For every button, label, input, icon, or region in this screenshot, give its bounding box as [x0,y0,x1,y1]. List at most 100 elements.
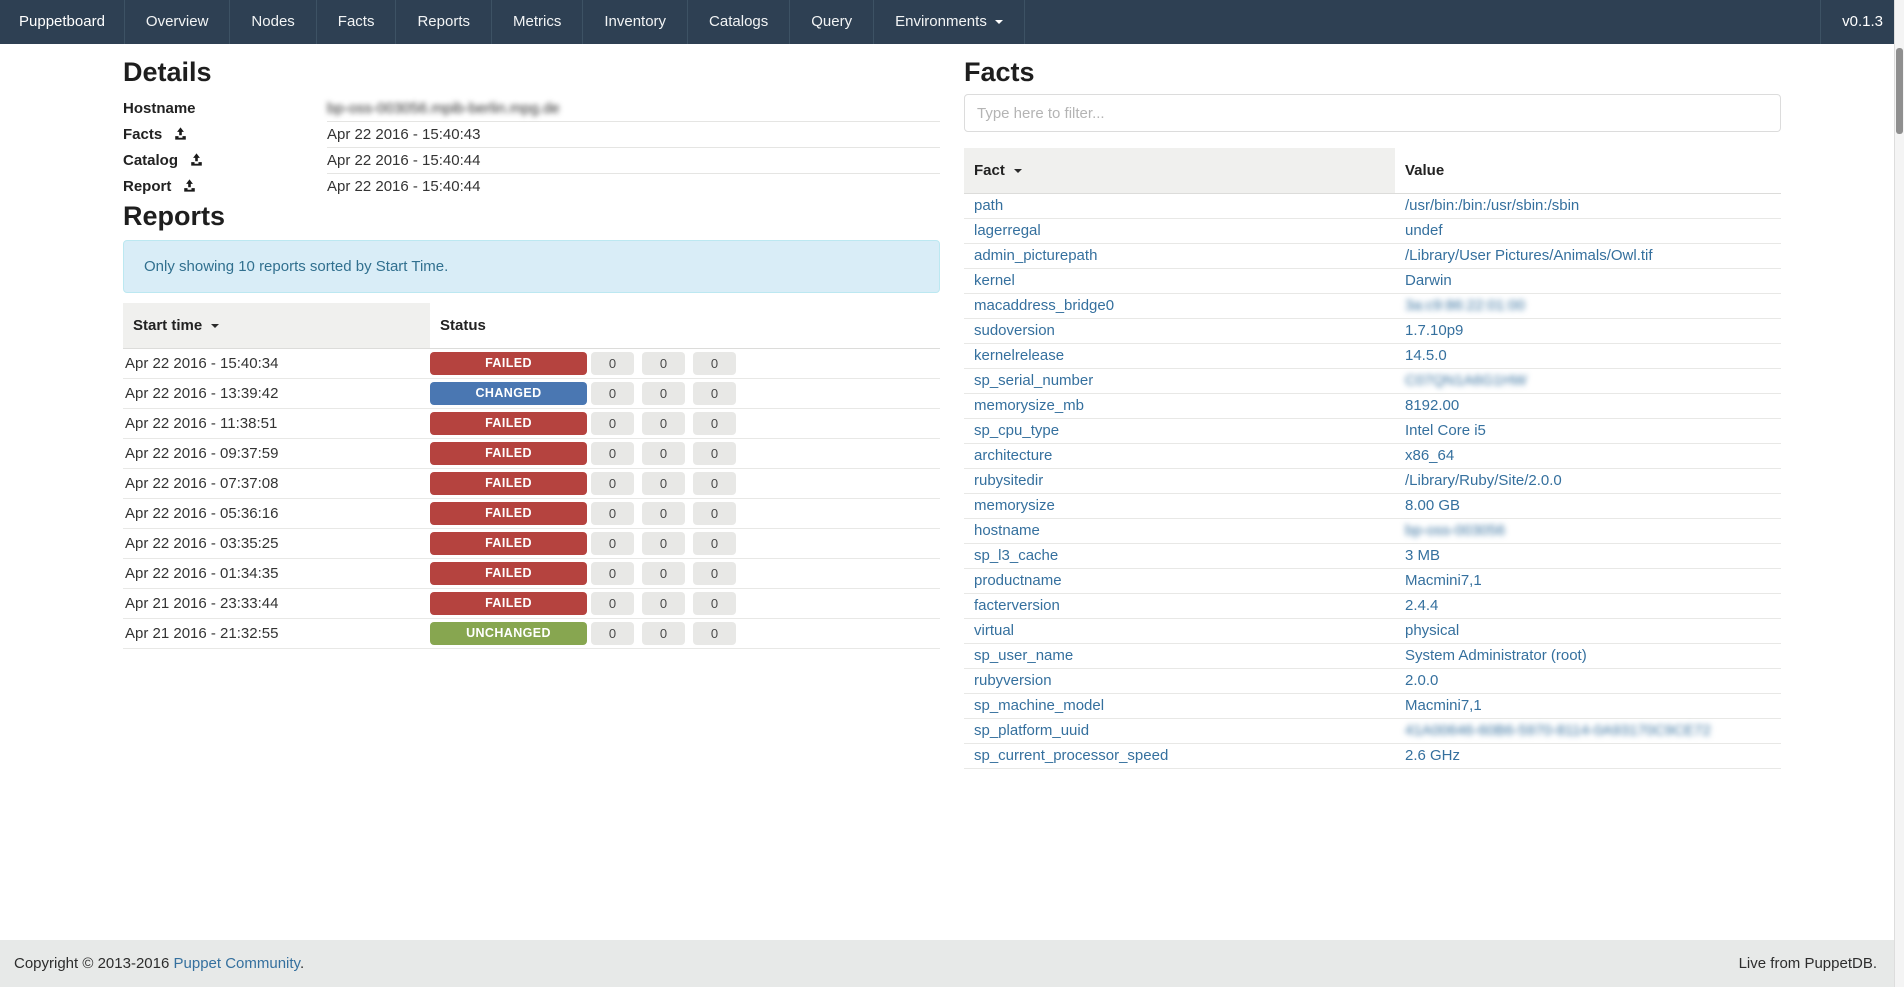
fact-name-link[interactable]: sp_serial_number [974,372,1094,389]
fact-value-link[interactable]: 3 MB [1405,547,1441,564]
scrollbar-track[interactable] [1894,0,1904,987]
report-count: 0 [693,412,736,435]
fact-value-link[interactable]: 1.7.10p9 [1405,322,1464,339]
fact-name-link[interactable]: kernelrelease [974,347,1065,364]
fact-value-link[interactable]: 8.00 GB [1405,497,1461,514]
copyright-text: Copyright © 2013-2016 Puppet Community. [14,955,305,972]
report-row: Apr 21 2016 - 21:32:55 UNCHANGED 0 0 0 [123,618,940,649]
fact-value-link[interactable]: physical [1405,622,1460,639]
report-count: 0 [591,382,634,405]
version-label: v0.1.3 [1820,0,1904,44]
details-label: Report [123,177,172,195]
fact-row: sp_l3_cache 3 MB [964,543,1781,569]
report-status-badge: FAILED [430,472,587,495]
fact-name-link[interactable]: productname [974,572,1062,589]
fact-name-link[interactable]: sp_user_name [974,647,1074,664]
report-count: 0 [693,472,736,495]
fact-name-link[interactable]: facterversion [974,597,1060,614]
details-table: Hostname bp-oss-003056.mpib-berlin.mpg.d… [123,96,940,199]
fact-name-link[interactable]: virtual [974,622,1015,639]
fact-row: sp_serial_number C07QN1A6G1HW [964,368,1781,394]
report-status-badge: FAILED [430,562,587,585]
nav-item-inventory[interactable]: Inventory [582,0,687,44]
nav-item-reports[interactable]: Reports [395,0,491,44]
fact-name-link[interactable]: sp_l3_cache [974,547,1059,564]
report-start-time: Apr 22 2016 - 09:37:59 [123,438,430,469]
fact-name-link[interactable]: kernel [974,272,1015,289]
fact-value-link[interactable]: Intel Core i5 [1405,422,1486,439]
facts-column-fact[interactable]: Fact [964,148,1395,194]
nav-item-label: Catalogs [709,13,769,30]
reports-column-start-time[interactable]: Start time [123,303,430,349]
puppet-community-link[interactable]: Puppet Community [173,955,300,972]
scrollbar-thumb[interactable] [1896,48,1903,134]
fact-value-link[interactable]: x86_64 [1405,447,1455,464]
fact-name-link[interactable]: sp_cpu_type [974,422,1060,439]
nav-item-metrics[interactable]: Metrics [491,0,582,44]
reports-info-alert: Only showing 10 reports sorted by Start … [123,240,940,293]
nav-item-facts[interactable]: Facts [315,0,396,44]
report-count: 0 [591,592,634,615]
fact-value-link[interactable]: 2.4.4 [1405,597,1439,614]
fact-value-link[interactable]: 3a:c9:86:22:01:00 [1405,297,1526,314]
report-status-badge: FAILED [430,502,587,525]
report-start-time: Apr 22 2016 - 01:34:35 [123,558,430,589]
row-filler [744,528,940,559]
report-count: 0 [591,562,634,585]
fact-value-link[interactable]: bp-oss-003056 [1405,522,1506,539]
fact-value-link[interactable]: Darwin [1405,272,1452,289]
nav-item-query[interactable]: Query [789,0,873,44]
report-count: 0 [591,532,634,555]
facts-column-value[interactable]: Value [1395,148,1781,194]
report-start-time: Apr 21 2016 - 23:33:44 [123,588,430,619]
fact-name-link[interactable]: sp_current_processor_speed [974,747,1169,764]
report-count: 0 [693,442,736,465]
report-status-badge: FAILED [430,442,587,465]
fact-value-link[interactable]: /Library/Ruby/Site/2.0.0 [1405,472,1562,489]
fact-name-link[interactable]: admin_picturepath [974,247,1098,264]
fact-name-link[interactable]: sp_platform_uuid [974,722,1090,739]
fact-name-link[interactable]: hostname [974,522,1040,539]
nav-item-overview[interactable]: Overview [123,0,230,44]
node-details-panel: Details Hostname bp-oss-003056.mpib-berl… [123,44,940,649]
facts-timestamp: Apr 22 2016 - 15:40:43 [327,121,940,148]
row-filler [744,408,940,439]
nav-item-nodes[interactable]: Nodes [229,0,315,44]
brand-link[interactable]: Puppetboard [19,13,105,30]
fact-value-link[interactable]: /Library/User Pictures/Animals/Owl.tif [1405,247,1653,264]
fact-value-link[interactable]: Macmini7,1 [1405,697,1482,714]
fact-row: kernel Darwin [964,268,1781,294]
details-label: Hostname [123,100,196,118]
fact-row: architecture x86_64 [964,443,1781,469]
fact-value-link[interactable]: 14.5.0 [1405,347,1447,364]
report-status-badge: FAILED [430,592,587,615]
fact-value-link[interactable]: 2.0.0 [1405,672,1439,689]
fact-value-link[interactable]: 41A00646-60B6-5970-8114-0A93170C9CE72 [1405,722,1711,739]
report-start-time: Apr 22 2016 - 05:36:16 [123,498,430,529]
details-row-facts: Facts Apr 22 2016 - 15:40:43 [123,121,940,148]
fact-name-link[interactable]: memorysize_mb [974,397,1085,414]
fact-value-link[interactable]: System Administrator (root) [1405,647,1587,664]
reports-column-status[interactable]: Status [430,303,940,349]
fact-name-link[interactable]: path [974,197,1004,214]
facts-table-body: path /usr/bin:/bin:/usr/sbin:/sbin lager… [964,193,1781,769]
report-count: 0 [591,472,634,495]
fact-value-link[interactable]: /usr/bin:/bin:/usr/sbin:/sbin [1405,197,1580,214]
fact-name-link[interactable]: sp_machine_model [974,697,1105,714]
fact-value-link[interactable]: 2.6 GHz [1405,747,1461,764]
fact-value-link[interactable]: Macmini7,1 [1405,572,1482,589]
report-count: 0 [642,382,685,405]
fact-name-link[interactable]: lagerregal [974,222,1041,239]
fact-name-link[interactable]: rubysitedir [974,472,1044,489]
fact-name-link[interactable]: architecture [974,447,1053,464]
fact-name-link[interactable]: macaddress_bridge0 [974,297,1115,314]
facts-filter-input[interactable] [964,94,1781,132]
fact-name-link[interactable]: sudoversion [974,322,1055,339]
fact-value-link[interactable]: C07QN1A6G1HW [1405,372,1527,389]
fact-name-link[interactable]: rubyversion [974,672,1052,689]
nav-item-catalogs[interactable]: Catalogs [687,0,789,44]
fact-name-link[interactable]: memorysize [974,497,1055,514]
nav-item-environments[interactable]: Environments [873,0,1025,44]
fact-value-link[interactable]: undef [1405,222,1443,239]
fact-value-link[interactable]: 8192.00 [1405,397,1460,414]
